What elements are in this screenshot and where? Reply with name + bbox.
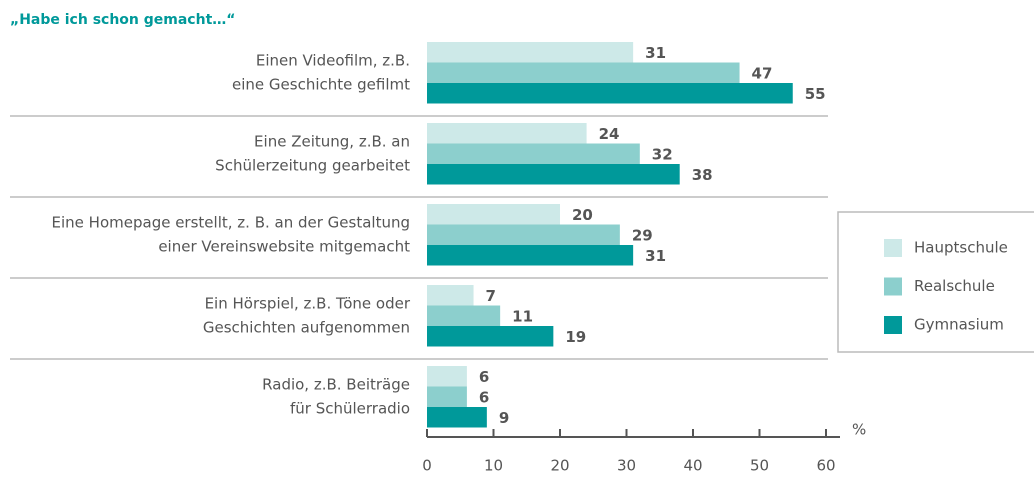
value-label: 6 xyxy=(479,388,489,406)
bar xyxy=(427,143,640,164)
x-tick-label: 50 xyxy=(750,457,769,475)
category-label: Schülerzeitung gearbeitet xyxy=(215,156,410,174)
category-label: eine Geschichte gefilmt xyxy=(232,75,410,93)
legend-swatch xyxy=(884,239,902,257)
x-tick-label: 20 xyxy=(550,457,569,475)
legend-swatch xyxy=(884,316,902,334)
bar xyxy=(427,204,560,225)
value-label: 7 xyxy=(486,287,496,305)
value-label: 20 xyxy=(572,206,593,224)
category-label: Einen Videofilm, z.B. xyxy=(256,51,410,69)
chart-title: „Habe ich schon gemacht…“ xyxy=(10,12,235,28)
x-tick-label: 0 xyxy=(422,457,432,475)
bar xyxy=(427,407,487,428)
legend-label: Hauptschule xyxy=(914,239,1008,257)
bar xyxy=(427,42,634,63)
value-label: 24 xyxy=(599,125,620,143)
bar xyxy=(427,386,467,407)
category-label: einer Vereinswebsite mitgemacht xyxy=(158,237,410,255)
x-tick-label: 60 xyxy=(816,457,835,475)
bar xyxy=(427,305,501,326)
category-label: Radio, z.B. Beiträge xyxy=(262,375,410,393)
bar xyxy=(427,245,634,266)
legend-swatch xyxy=(884,277,902,296)
value-label: 31 xyxy=(645,44,666,62)
value-label: 47 xyxy=(752,64,773,82)
x-axis-unit: % xyxy=(852,421,866,439)
value-label: 19 xyxy=(565,328,586,346)
value-label: 9 xyxy=(499,409,509,427)
category-label: Eine Zeitung, z.B. an xyxy=(254,132,410,150)
legend-label: Gymnasium xyxy=(914,316,1004,334)
category-label: für Schülerradio xyxy=(290,399,410,417)
x-tick-label: 10 xyxy=(484,457,503,475)
legend-box xyxy=(837,211,1034,353)
value-label: 32 xyxy=(652,145,673,163)
bar xyxy=(427,285,474,306)
bar xyxy=(427,83,793,104)
value-label: 55 xyxy=(805,85,826,103)
value-label: 6 xyxy=(479,368,489,386)
bar xyxy=(427,123,587,144)
bar xyxy=(427,224,620,245)
value-label: 11 xyxy=(512,307,533,325)
category-label: Geschichten aufgenommen xyxy=(203,318,410,336)
category-label: Ein Hörspiel, z.B. Töne oder xyxy=(205,294,411,312)
category-label: Eine Homepage erstellt, z. B. an der Ges… xyxy=(52,213,410,231)
x-tick-label: 40 xyxy=(683,457,702,475)
bar xyxy=(427,164,680,185)
bar xyxy=(427,326,554,347)
bar xyxy=(427,366,467,387)
value-label: 38 xyxy=(692,166,713,184)
value-label: 31 xyxy=(645,247,666,265)
legend-label: Realschule xyxy=(914,277,995,295)
x-tick-label: 30 xyxy=(617,457,636,475)
value-label: 29 xyxy=(632,226,653,244)
bar xyxy=(427,62,740,83)
